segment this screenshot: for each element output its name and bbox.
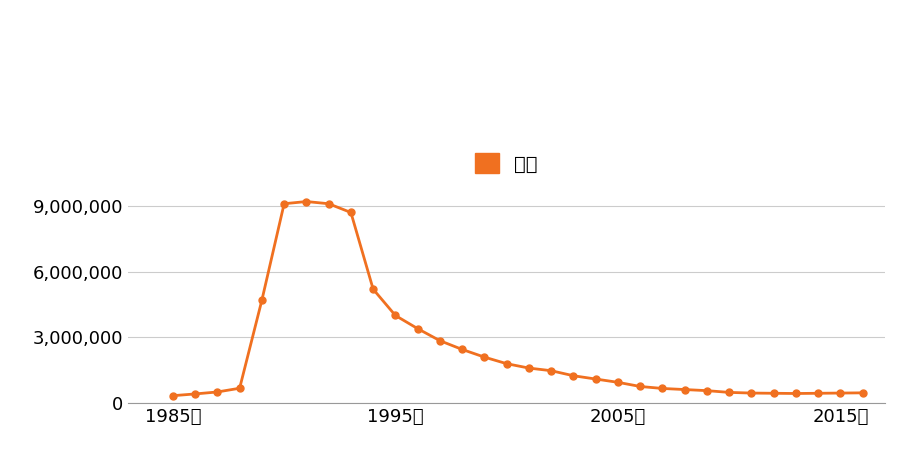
価格 — [545, 368, 556, 373]
価格 — [769, 391, 779, 396]
Legend: 価格: 価格 — [468, 145, 545, 182]
価格 — [568, 373, 579, 378]
価格 — [680, 387, 690, 392]
価格 — [190, 391, 201, 396]
価格 — [724, 390, 734, 395]
価格 — [301, 199, 311, 204]
価格 — [858, 390, 868, 396]
価格 — [634, 384, 645, 389]
価格 — [479, 355, 490, 360]
価格 — [234, 386, 245, 391]
価格 — [390, 313, 400, 318]
価格 — [657, 386, 668, 391]
価格 — [368, 287, 379, 292]
価格 — [323, 201, 334, 207]
価格 — [813, 391, 824, 396]
価格 — [702, 388, 713, 393]
価格 — [501, 361, 512, 366]
価格 — [212, 389, 223, 395]
価格 — [613, 380, 624, 385]
価格 — [835, 390, 846, 396]
価格 — [435, 338, 446, 343]
価格 — [457, 347, 468, 352]
Line: 価格: 価格 — [169, 198, 866, 399]
価格 — [590, 376, 601, 382]
価格 — [746, 390, 757, 396]
価格 — [256, 297, 267, 303]
価格 — [279, 201, 290, 207]
価格 — [167, 393, 178, 398]
価格 — [524, 365, 535, 371]
価格 — [790, 391, 801, 396]
価格 — [412, 326, 423, 331]
価格 — [346, 210, 356, 215]
